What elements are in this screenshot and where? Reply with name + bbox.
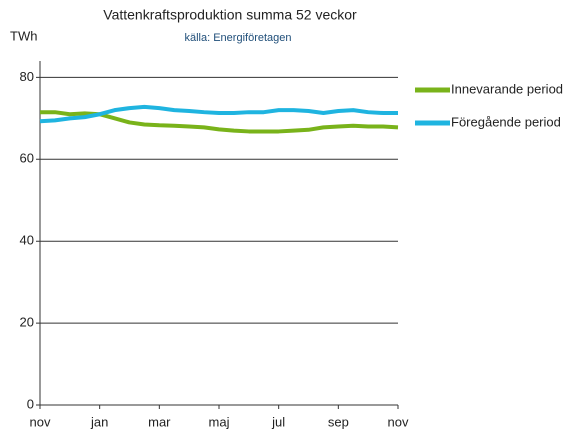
legend-label: Innevarande period (451, 81, 563, 96)
y-tick-label: 80 (20, 69, 34, 84)
x-tick-label: nov (30, 414, 51, 429)
x-tick-label: maj (209, 414, 230, 429)
y-axis-label: TWh (10, 28, 37, 43)
x-tick-label: jul (271, 414, 285, 429)
chart-subtitle: källa: Energiföretagen (184, 32, 291, 44)
legend-label: Föregående period (451, 114, 561, 129)
y-tick-label: 40 (20, 233, 34, 248)
y-tick-label: 60 (20, 151, 34, 166)
x-tick-label: nov (388, 414, 409, 429)
x-tick-label: jan (90, 414, 108, 429)
y-tick-label: 0 (27, 396, 34, 411)
x-tick-label: sep (328, 414, 349, 429)
y-tick-label: 20 (20, 315, 34, 330)
x-tick-label: mar (148, 414, 171, 429)
chart-title: Vattenkraftsproduktion summa 52 veckor (103, 7, 357, 23)
series-line (39, 104, 398, 124)
